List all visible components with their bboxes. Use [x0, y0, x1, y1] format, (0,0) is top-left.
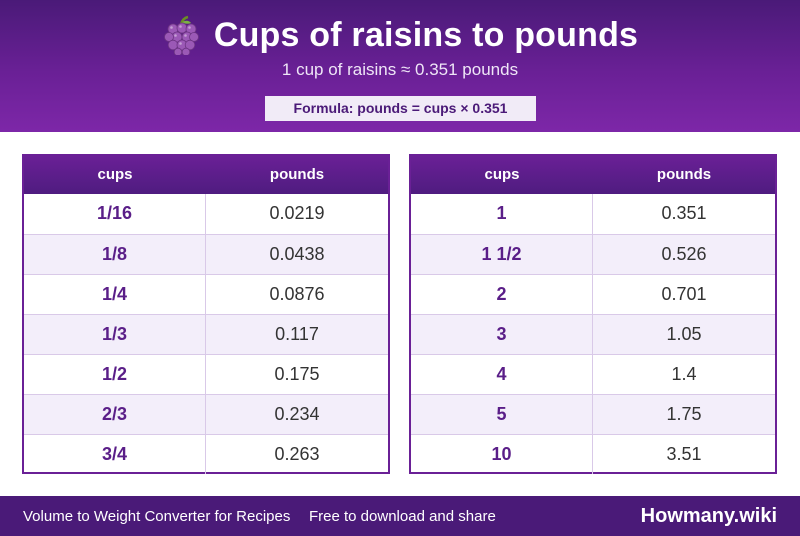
table-row: 3 1.05 [411, 314, 775, 354]
cups-cell: 1/4 [24, 275, 206, 314]
pounds-cell: 0.0876 [269, 284, 325, 304]
pounds-cell: 0.526 [661, 244, 707, 264]
table-row: 1/4 0.0876 [24, 274, 388, 314]
table-row: 3/4 0.263 [24, 434, 388, 474]
cups-cell: 1/16 [24, 194, 206, 234]
header: Cups of raisins to pounds 1 cup of raisi… [0, 0, 800, 132]
footer-note: Free to download and share [309, 508, 496, 525]
cups-cell: 1 [411, 194, 593, 234]
cups-cell: 2 [411, 275, 593, 314]
column-header-pounds: pounds [269, 166, 325, 183]
pounds-cell: 1.4 [671, 364, 697, 384]
footer: Volume to Weight Converter for Recipes F… [0, 496, 800, 536]
table-row: 5 1.75 [411, 394, 775, 434]
pounds-cell: 1.75 [666, 404, 702, 424]
title-row: Cups of raisins to pounds [0, 14, 800, 56]
column-header-pounds: pounds [656, 166, 712, 183]
pounds-cell: 0.117 [275, 324, 319, 344]
column-header-cups: cups [97, 166, 133, 183]
cups-cell: 1/3 [24, 315, 206, 354]
pounds-cell: 0.234 [274, 404, 320, 424]
cups-cell: 5 [411, 395, 593, 434]
table-row: 10 3.51 [411, 434, 775, 474]
conversion-table-right: cups pounds 1 0.351 1 1/2 0.526 2 0.701 … [409, 154, 777, 474]
conversion-table-left: cups pounds 1/16 0.0219 1/8 0.0438 1/4 0… [22, 154, 390, 474]
formula-badge: Formula: pounds = cups × 0.351 [265, 96, 536, 121]
table-row: 4 1.4 [411, 354, 775, 394]
table-row: 2 0.701 [411, 274, 775, 314]
grapes-icon [163, 15, 199, 55]
pounds-cell: 0.263 [274, 444, 320, 464]
table-row: 2/3 0.234 [24, 394, 388, 434]
table-row: 1 0.351 [411, 194, 775, 234]
table-body: 1 0.351 1 1/2 0.526 2 0.701 3 1.05 4 1.4… [411, 194, 775, 474]
cups-cell: 3 [411, 315, 593, 354]
table-body: 1/16 0.0219 1/8 0.0438 1/4 0.0876 1/3 0.… [24, 194, 388, 474]
pounds-cell: 0.0438 [269, 244, 325, 264]
cups-cell: 1/8 [24, 235, 206, 274]
pounds-cell: 0.175 [274, 364, 320, 384]
subtitle: 1 cup of raisins ≈ 0.351 pounds [281, 60, 519, 79]
cups-cell: 1 1/2 [411, 235, 593, 274]
pounds-cell: 0.0219 [269, 203, 325, 223]
table-header: cups pounds [24, 156, 388, 194]
table-row: 1/3 0.117 [24, 314, 388, 354]
table-header: cups pounds [411, 156, 775, 194]
table-row: 1/16 0.0219 [24, 194, 388, 234]
table-row: 1/8 0.0438 [24, 234, 388, 274]
pounds-cell: 0.701 [661, 284, 707, 304]
brand-link[interactable]: Howmany.wiki [640, 505, 777, 527]
table-row: 1 1/2 0.526 [411, 234, 775, 274]
column-header-cups: cups [484, 166, 520, 183]
cups-cell: 4 [411, 355, 593, 394]
cups-cell: 3/4 [24, 435, 206, 474]
pounds-cell: 1.05 [666, 324, 702, 344]
table-row: 1/2 0.175 [24, 354, 388, 394]
page-title: Cups of raisins to pounds [213, 15, 639, 54]
cups-cell: 2/3 [24, 395, 206, 434]
cups-cell: 10 [411, 435, 593, 474]
pounds-cell: 3.51 [666, 444, 702, 464]
cups-cell: 1/2 [24, 355, 206, 394]
pounds-cell: 0.351 [661, 203, 707, 223]
footer-app-name: Volume to Weight Converter for Recipes [23, 508, 291, 525]
